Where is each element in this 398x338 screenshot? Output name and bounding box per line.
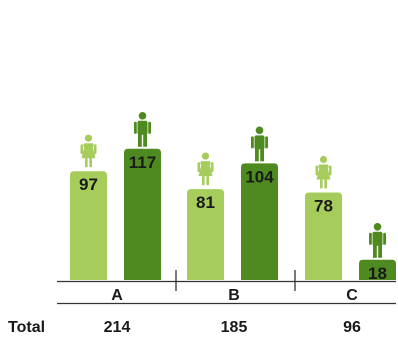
data-label: 104: [245, 167, 274, 186]
male-icon: [369, 223, 386, 258]
totals-label: Total: [8, 319, 45, 336]
bar-a-series-1: [70, 171, 107, 280]
female-icon: [80, 134, 97, 168]
category-label-a: A: [111, 287, 123, 304]
x-axis: A B C: [57, 270, 396, 305]
totals-row: 214 185 96: [104, 319, 361, 336]
data-label: 78: [314, 197, 333, 216]
bar-b-series-1: [187, 189, 224, 280]
data-label: 18: [368, 264, 387, 283]
category-label-c: C: [346, 287, 358, 304]
bar-b-series-2: [241, 163, 278, 280]
bar-c-series-1: [305, 192, 342, 280]
total-value-a: 214: [104, 319, 131, 336]
icons-layer: [80, 111, 386, 258]
female-icon: [315, 155, 332, 189]
category-label-b: B: [228, 287, 240, 304]
total-value-c: 96: [343, 319, 361, 336]
male-icon: [251, 126, 268, 162]
male-icon: [134, 111, 151, 147]
female-icon: [197, 152, 214, 186]
data-label: 97: [79, 175, 98, 194]
bar-a-series-2: [124, 148, 161, 280]
value-labels-layer: 97 117 81 104 78 18: [79, 153, 387, 283]
bar-c-series-2: [359, 259, 396, 280]
bars-layer: [70, 148, 396, 280]
data-label: 81: [196, 193, 215, 212]
data-label: 117: [129, 153, 156, 172]
total-value-b: 185: [221, 319, 248, 336]
